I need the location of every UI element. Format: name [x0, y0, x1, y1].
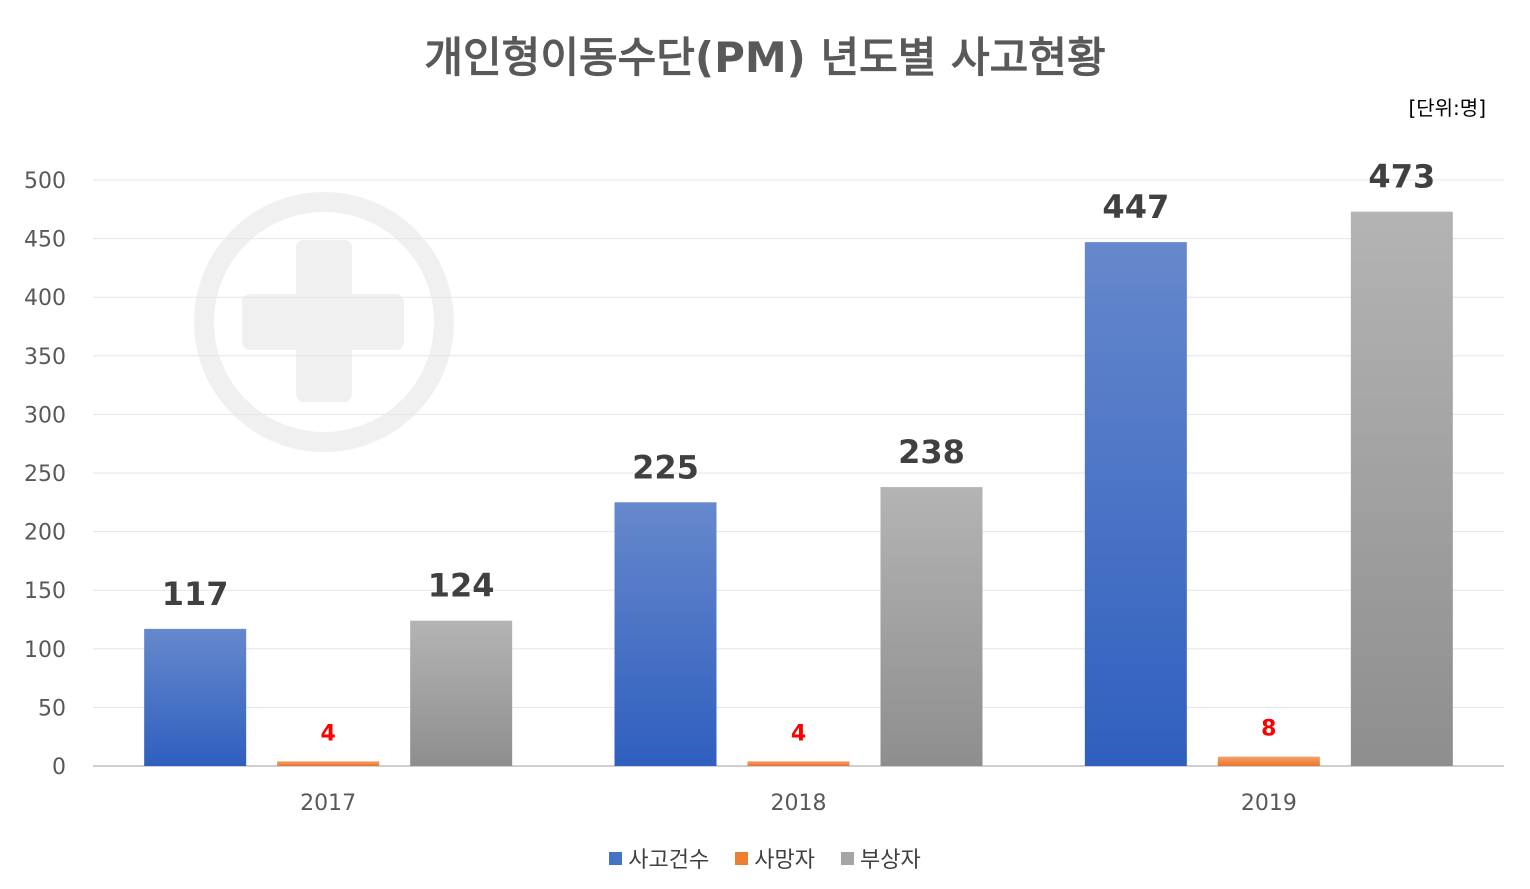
bar-사고건수-2019 — [1084, 242, 1187, 767]
x-tick-label: 2017 — [300, 791, 356, 816]
legend-swatch — [735, 851, 749, 865]
y-tick-label: 300 — [24, 403, 66, 428]
legend-swatch — [840, 851, 854, 865]
chart-title: 개인형이동수단(PM) 년도별 사고현황 — [424, 33, 1106, 82]
y-tick-label: 200 — [24, 521, 66, 546]
bar-부상자-2018 — [880, 487, 983, 766]
medical-cross-icon — [194, 192, 454, 452]
y-tick-label: 50 — [38, 696, 66, 721]
legend-label: 사고건수 — [628, 848, 710, 873]
y-tick-label: 400 — [24, 286, 66, 311]
data-label: 117 — [162, 575, 229, 613]
data-label: 4 — [791, 721, 806, 746]
legend-item: 사망자 — [735, 842, 815, 874]
bar-사망자-2019 — [1217, 756, 1320, 766]
bar-부상자-2019 — [1350, 211, 1453, 767]
unit-note: [단위:명] — [1408, 96, 1486, 120]
legend: 사고건수 사망자 부상자 — [0, 842, 1530, 874]
y-tick-label: 250 — [24, 462, 66, 487]
y-tick-label: 0 — [52, 755, 66, 780]
y-tick-label: 450 — [24, 228, 66, 253]
legend-label: 부상자 — [859, 848, 921, 873]
bar-사고건수-2018 — [614, 502, 717, 766]
legend-item: 부상자 — [840, 842, 921, 874]
bar-사고건수-2017 — [144, 628, 247, 766]
data-label: 8 — [1261, 717, 1276, 742]
data-label: 124 — [428, 567, 495, 605]
data-label: 447 — [1102, 188, 1169, 226]
data-label: 238 — [898, 433, 965, 471]
bar-부상자-2017 — [410, 620, 513, 766]
y-tick-label: 150 — [24, 579, 66, 604]
data-label: 225 — [632, 448, 699, 486]
y-tick-label: 500 — [24, 169, 66, 194]
x-tick-label: 2018 — [771, 791, 827, 816]
x-tick-label: 2019 — [1241, 791, 1297, 816]
legend-label: 사망자 — [754, 848, 815, 873]
data-label: 473 — [1368, 158, 1435, 196]
data-label: 4 — [321, 721, 336, 746]
bar-사망자-2018 — [747, 761, 850, 766]
bar-사망자-2017 — [277, 761, 380, 766]
y-tick-label: 100 — [24, 638, 66, 663]
y-tick-label: 350 — [24, 345, 66, 370]
legend-swatch — [609, 851, 623, 865]
legend-item: 사고건수 — [609, 842, 709, 874]
